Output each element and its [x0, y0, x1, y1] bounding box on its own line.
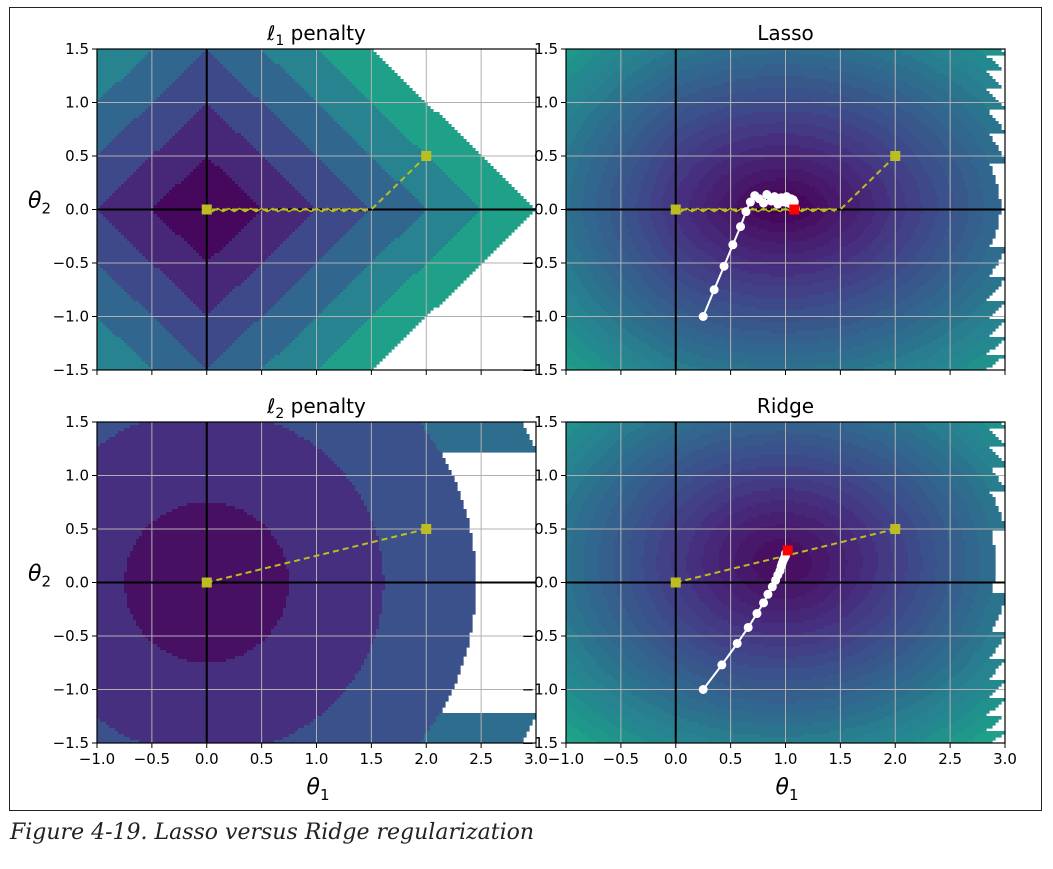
panel-l1-penalty: 1.5 1.0 0.5 0.0 −0.5 −1.0 −1.5 ℓ1 penalty θ2	[28, 21, 537, 379]
gd-point	[741, 207, 751, 217]
gd-point	[743, 622, 753, 632]
y-axis-label: θ2	[28, 189, 51, 218]
ticks: 1.5 1.0 0.5 0.0 −0.5 −1.0 −1.5	[53, 40, 537, 379]
ticks: 1.51.00.50.0−0.5−1.0−1.5−1.0 −0.5 0.0 0.5 1.…	[522, 413, 1017, 768]
gd-point	[732, 638, 742, 648]
gd-point	[736, 222, 746, 232]
gd-point	[719, 261, 729, 271]
x-tick-label: −1.0	[548, 750, 584, 768]
y-axis-label: θ2	[28, 562, 51, 591]
path-marker	[421, 524, 432, 534]
y-tick-label: −1.0	[53, 308, 89, 326]
y-tick-label: 0.5	[65, 147, 89, 165]
gd-point	[717, 660, 727, 670]
panel-title: ℓ2 penalty	[266, 394, 366, 422]
x-axis-label: θ1	[776, 775, 799, 804]
panel-title: Ridge	[757, 394, 814, 418]
y-tick-label: 1.5	[65, 413, 89, 431]
y-tick-label: 1.5	[534, 413, 558, 431]
y-tick-label: 0.0	[65, 574, 89, 592]
gd-point	[728, 240, 738, 250]
y-tick-label: 0.0	[534, 574, 558, 592]
regularization-figure: 1.51.00.50.0−0.5−1.0−1.5ℓ1 penaltyθ21.51…	[28, 21, 1017, 804]
y-tick-label: −1.5	[522, 361, 558, 379]
path-marker	[201, 204, 212, 215]
y-tick-label: 1.0	[534, 94, 558, 112]
path-marker	[421, 151, 432, 161]
gd-point	[698, 312, 708, 321]
path-line	[206, 155, 427, 211]
y-tick-label: 0.5	[534, 147, 558, 165]
x-tick-label: 0.5	[719, 750, 743, 768]
gd-point	[698, 685, 708, 694]
panel-l2-penalty: 1.51.00.50.0−0.5−1.0−1.5−1.0 −0.5 0.0 0.5 1.…	[28, 394, 548, 804]
y-tick-label: 1.5	[65, 40, 89, 58]
y-tick-label: 1.0	[65, 94, 89, 112]
x-tick-label: 1.5	[828, 750, 852, 768]
panel-lasso: 1.5 1.0 0.5 0.0 −0.5 −1.0 −1.5 Lasso	[522, 21, 1006, 379]
path-marker	[670, 577, 681, 588]
y-tick-label: 0.5	[65, 520, 89, 538]
x-tick-label: 2.5	[469, 750, 493, 768]
path-line	[206, 528, 427, 584]
y-tick-label: −1.0	[522, 681, 558, 699]
y-tick-label: −1.5	[522, 734, 558, 752]
y-tick-label: −1.5	[53, 361, 89, 379]
y-tick-label: −0.5	[53, 627, 89, 645]
gd-point	[709, 285, 719, 295]
y-tick-label: 1.0	[65, 467, 89, 485]
x-tick-label: −1.0	[79, 750, 115, 768]
y-tick-label: −1.0	[522, 308, 558, 326]
gd-point	[759, 198, 769, 208]
path-zigzag	[206, 207, 367, 213]
figure-caption: Figure 4-19. Lasso versus Ridge regulari…	[10, 820, 535, 845]
y-tick-label: 0.5	[534, 520, 558, 538]
gd-point	[752, 609, 762, 619]
y-tick-label: −0.5	[522, 627, 558, 645]
path-zigzag	[675, 207, 836, 213]
y-tick-label: −1.0	[53, 681, 89, 699]
path-marker	[890, 524, 901, 534]
gd-point	[759, 598, 769, 608]
x-tick-label: 1.5	[359, 750, 383, 768]
gd-point	[745, 197, 755, 207]
x-tick-label: 2.5	[938, 750, 962, 768]
path-marker	[890, 151, 901, 161]
y-tick-label: −1.5	[53, 734, 89, 752]
x-tick-label: 1.0	[305, 750, 329, 768]
x-axis-label: θ1	[307, 775, 330, 804]
x-tick-label: −0.5	[603, 750, 639, 768]
panel-title: ℓ1 penalty	[266, 21, 366, 49]
optimum-marker	[789, 204, 800, 215]
x-tick-label: 0.5	[250, 750, 274, 768]
x-tick-label: 0.0	[664, 750, 688, 768]
path-line	[675, 155, 896, 211]
y-tick-label: −0.5	[522, 254, 558, 272]
path-marker	[670, 204, 681, 215]
x-tick-label: 2.0	[883, 750, 907, 768]
gd-point	[762, 190, 772, 200]
gd-point	[763, 589, 773, 599]
x-tick-label: −0.5	[134, 750, 170, 768]
y-tick-label: 0.0	[65, 201, 89, 219]
x-tick-label: 0.0	[195, 750, 219, 768]
y-tick-label: −0.5	[53, 254, 89, 272]
y-tick-label: 0.0	[534, 201, 558, 219]
y-tick-label: 1.0	[534, 467, 558, 485]
path-marker	[201, 577, 212, 588]
optimum-marker	[782, 545, 793, 556]
grid	[566, 49, 1005, 370]
ticks: 1.5 1.0 0.5 0.0 −0.5 −1.0 −1.5	[522, 40, 1006, 379]
ticks: 1.51.00.50.0−0.5−1.0−1.5−1.0 −0.5 0.0 0.5 1.…	[53, 413, 548, 768]
x-tick-label: 3.0	[993, 750, 1017, 768]
y-tick-label: 1.5	[534, 40, 558, 58]
x-tick-label: 2.0	[414, 750, 438, 768]
panel-ridge: 1.51.00.50.0−0.5−1.0−1.5−1.0 −0.5 0.0 0.5 1.…	[522, 394, 1017, 804]
x-tick-label: 3.0	[524, 750, 548, 768]
panel-title: Lasso	[757, 21, 813, 45]
x-tick-label: 1.0	[774, 750, 798, 768]
